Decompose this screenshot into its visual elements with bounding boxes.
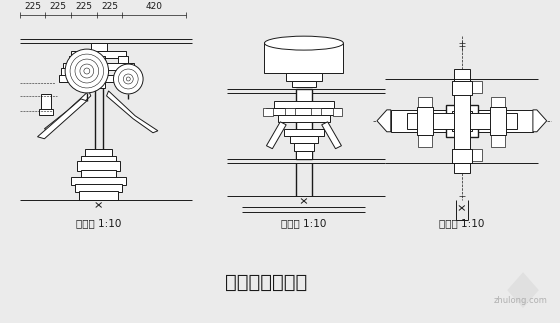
Bar	[71, 51, 127, 58]
Bar	[452, 81, 466, 93]
Bar	[81, 156, 116, 162]
Bar	[492, 135, 505, 147]
Bar	[296, 151, 312, 159]
Bar	[93, 68, 105, 76]
Bar	[492, 111, 505, 123]
Bar	[286, 73, 321, 81]
Bar	[468, 81, 482, 93]
Bar	[492, 97, 505, 109]
Bar	[417, 107, 433, 135]
Bar	[77, 161, 120, 171]
Bar	[91, 43, 106, 51]
Ellipse shape	[264, 36, 343, 50]
Bar	[69, 56, 79, 64]
Bar	[491, 107, 506, 135]
Bar	[93, 56, 105, 64]
Bar	[391, 110, 533, 132]
Text: 225: 225	[101, 2, 118, 11]
Polygon shape	[507, 272, 539, 308]
Bar	[274, 101, 334, 108]
Text: zhulong.com: zhulong.com	[493, 296, 547, 305]
Bar	[41, 94, 52, 112]
Bar	[468, 149, 482, 161]
Bar	[452, 81, 472, 95]
Bar	[85, 149, 113, 157]
Polygon shape	[38, 99, 87, 139]
Bar	[290, 136, 318, 143]
Bar	[264, 108, 273, 116]
Polygon shape	[377, 110, 391, 132]
Bar	[278, 115, 330, 122]
Bar	[311, 108, 321, 116]
Bar	[75, 183, 123, 192]
Bar	[264, 43, 343, 73]
Text: 立面图 1:10: 立面图 1:10	[281, 218, 326, 228]
Bar	[59, 75, 138, 82]
Polygon shape	[533, 110, 547, 132]
Text: 225: 225	[24, 2, 41, 11]
Bar	[118, 56, 128, 64]
Bar	[79, 191, 118, 201]
Bar	[452, 111, 472, 131]
Text: 平面图 1:10: 平面图 1:10	[439, 218, 484, 228]
Bar	[81, 170, 116, 178]
Bar	[418, 97, 432, 109]
Bar	[452, 149, 466, 161]
Bar	[418, 135, 432, 147]
Bar	[407, 113, 517, 129]
Circle shape	[114, 64, 143, 94]
Bar	[284, 129, 324, 136]
Bar	[452, 149, 472, 163]
Text: 225: 225	[50, 2, 67, 11]
Polygon shape	[106, 91, 158, 133]
Bar	[292, 81, 316, 87]
Bar	[333, 108, 342, 116]
Bar	[39, 109, 53, 115]
Bar	[71, 177, 127, 184]
Bar	[296, 89, 312, 159]
Bar	[454, 69, 470, 172]
Circle shape	[65, 49, 109, 93]
Polygon shape	[44, 91, 91, 131]
Text: 420: 420	[146, 2, 162, 11]
Text: 剖面图 1:10: 剖面图 1:10	[76, 218, 122, 228]
Text: 225: 225	[76, 2, 92, 11]
Bar	[93, 80, 105, 88]
Bar	[285, 108, 295, 116]
Text: 柱头科斗拱详图: 柱头科斗拱详图	[225, 273, 307, 292]
Bar	[127, 68, 136, 76]
Bar	[418, 111, 432, 123]
Bar	[61, 68, 71, 76]
Bar	[446, 105, 478, 137]
Bar	[63, 63, 134, 70]
Polygon shape	[267, 122, 286, 149]
Bar	[294, 143, 314, 151]
Bar	[267, 108, 342, 115]
Polygon shape	[321, 122, 342, 149]
